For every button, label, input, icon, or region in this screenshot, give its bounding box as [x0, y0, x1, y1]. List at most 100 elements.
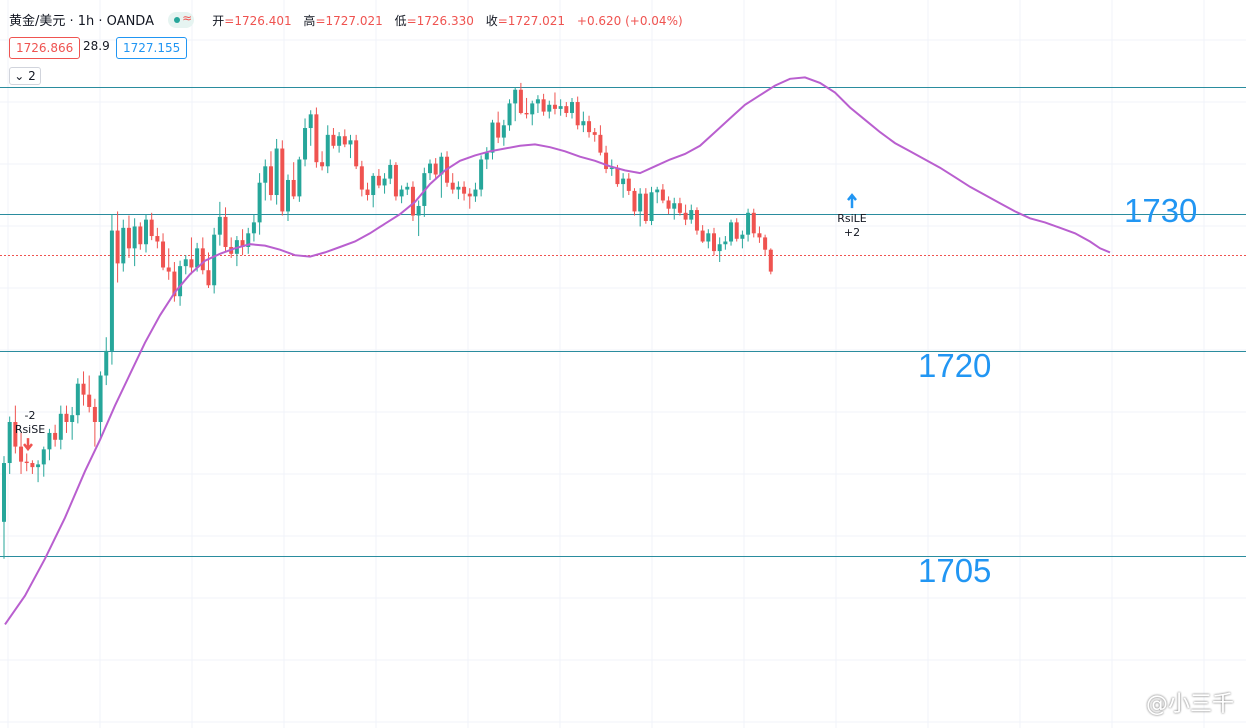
candle-body: [109, 230, 114, 351]
candle-body: [280, 148, 285, 212]
candle-body: [223, 216, 228, 247]
level-labels: 1730 1720 1705: [918, 192, 1197, 589]
candle-body: [547, 104, 552, 112]
candle-body: [456, 186, 461, 190]
candle-body: [348, 140, 353, 145]
close-label: 收: [485, 14, 498, 28]
candle-body: [19, 446, 24, 462]
candle-body: [257, 182, 262, 223]
candle-body: [416, 205, 421, 216]
candle-body: [354, 140, 359, 167]
candle-body: [200, 248, 205, 271]
candle-body: [399, 189, 404, 197]
candle-body: [376, 175, 381, 186]
candle-body: [149, 219, 154, 237]
candle-body: [303, 128, 308, 160]
candle-body: [268, 166, 273, 196]
market-status-icon[interactable]: ≈: [168, 11, 195, 28]
sell-price-button[interactable]: 1726.866: [9, 37, 81, 59]
candle-body: [405, 186, 410, 190]
change-value: +0.620 (+0.04%): [576, 14, 683, 28]
indicator-count: 2: [28, 69, 36, 83]
candle-body: [286, 179, 290, 212]
buy-arrow-icon: [847, 193, 857, 209]
indicator-toggle-button[interactable]: ⌄ 2: [9, 67, 41, 85]
candle-body: [240, 240, 245, 247]
candle-body: [183, 259, 188, 267]
candle-body: [138, 226, 143, 245]
candle-body: [382, 178, 387, 186]
candle-body: [2, 463, 6, 522]
candle-body: [467, 193, 472, 197]
candle-body: [484, 152, 489, 160]
candle-body: [206, 270, 211, 286]
candle-body: [632, 190, 637, 212]
candle-body: [320, 162, 325, 167]
candle-body: [450, 182, 455, 190]
level-label: 1720: [918, 347, 991, 384]
candle-body: [473, 189, 478, 197]
candle-body: [36, 464, 41, 468]
candle-body: [700, 230, 705, 242]
candle-body: [535, 99, 540, 104]
candle-body: [581, 121, 586, 126]
candle-body: [47, 432, 52, 450]
candle-body: [587, 121, 592, 133]
marker-qty: +2: [844, 226, 860, 239]
open-value: =1726.401: [224, 14, 292, 28]
candle-body: [768, 249, 773, 272]
chart-legend: 黄金/美元 · 1h · OANDA ≈ 开=1726.401 高=1727.0…: [9, 10, 683, 29]
buy-price-button[interactable]: 1727.155: [116, 37, 188, 59]
candlesticks: [2, 82, 773, 559]
candle-body: [666, 200, 671, 209]
candle-body: [643, 193, 648, 221]
candle-body: [462, 186, 467, 194]
candle-body: [144, 219, 148, 245]
candle-body: [371, 175, 376, 196]
candle-body: [24, 461, 29, 464]
candle-body: [13, 422, 18, 447]
candle-body: [98, 375, 103, 422]
candle-body: [297, 159, 302, 197]
candle-body: [672, 203, 677, 209]
candle-body: [433, 163, 438, 175]
candle-body: [30, 463, 35, 468]
watermark: @小三千: [1145, 692, 1234, 717]
candle-body: [723, 241, 728, 245]
candle-body: [604, 152, 609, 170]
candle-body: [518, 89, 523, 113]
candle-body: [189, 259, 194, 268]
candle-body: [626, 178, 631, 191]
candle-body: [740, 234, 745, 239]
candle-body: [598, 134, 603, 153]
candle-body: [660, 189, 665, 201]
close-value: =1727.021: [497, 14, 566, 28]
moving-average-line: [4, 76, 1111, 625]
low-value: =1726.330: [406, 14, 474, 28]
candle-body: [58, 413, 63, 440]
marker-label: RsiSE: [15, 423, 45, 436]
candle-body: [649, 192, 654, 221]
candle-body: [217, 216, 222, 235]
level-label: 1705: [918, 552, 991, 589]
candle-body: [359, 166, 364, 190]
horizontal-levels: [0, 87, 1246, 557]
candle-body: [689, 210, 694, 220]
candle-body: [507, 103, 512, 126]
candle-body: [712, 233, 716, 252]
ohlc-values: 开=1726.401 高=1727.021 低=1726.330 收=1727.…: [212, 14, 682, 28]
candle-body: [734, 222, 739, 239]
candle-body: [178, 266, 183, 297]
candle-body: [161, 241, 166, 268]
candle-body: [155, 236, 160, 242]
candle-body: [53, 432, 58, 440]
candle-body: [365, 189, 370, 196]
candle-body: [717, 244, 722, 252]
symbol-title[interactable]: 黄金/美元 · 1h · OANDA: [9, 14, 154, 29]
candle-body: [308, 114, 313, 129]
candle-body: [126, 227, 131, 249]
candle-body: [251, 222, 256, 234]
candle-body: [592, 132, 597, 135]
